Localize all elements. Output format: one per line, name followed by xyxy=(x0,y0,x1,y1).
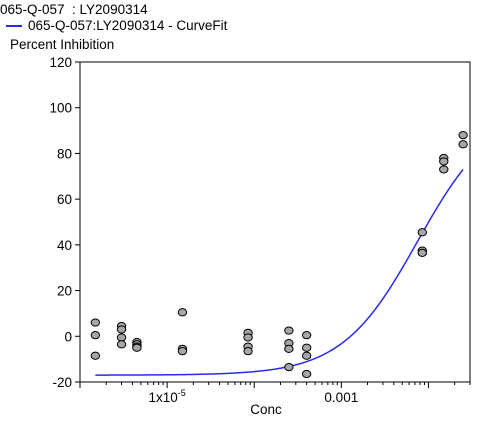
data-point xyxy=(243,347,253,356)
y-tick-label: 100 xyxy=(49,101,72,116)
data-point xyxy=(90,351,101,360)
data-point xyxy=(116,333,127,342)
x-axis-title: Conc xyxy=(250,402,282,417)
y-tick-label: 20 xyxy=(57,284,72,299)
y-axis: -20 0 20 40 60 80 100 120 xyxy=(49,55,80,390)
x-axis: 1x10-5 0.001 xyxy=(79,382,471,405)
chart-legend: 065-Q-057:LY2090314 - CurveFit xyxy=(6,18,227,34)
data-point xyxy=(284,363,294,372)
x-tick-label: 0.001 xyxy=(324,390,358,405)
data-point xyxy=(177,347,188,356)
data-point xyxy=(116,325,127,334)
legend-swatch xyxy=(6,25,22,27)
data-point xyxy=(417,248,427,257)
data-point xyxy=(301,351,312,360)
y-tick-label: -20 xyxy=(52,375,72,390)
data-point xyxy=(284,326,294,335)
x-tick-label: 1x10-5 xyxy=(148,388,185,405)
data-point xyxy=(417,228,427,237)
data-point xyxy=(301,369,312,379)
y-tick-label: 0 xyxy=(64,329,72,344)
y-tick-label: 80 xyxy=(57,146,72,161)
data-point xyxy=(90,318,101,327)
plot-frame xyxy=(79,61,471,383)
y-tick-label: 120 xyxy=(49,55,72,70)
data-point xyxy=(439,157,449,166)
fit-curve xyxy=(95,168,464,376)
y-tick-label: 60 xyxy=(57,192,72,207)
data-point xyxy=(90,331,101,340)
data-point xyxy=(301,343,312,352)
data-point xyxy=(439,165,449,174)
data-point xyxy=(301,331,312,340)
data-point xyxy=(116,340,127,349)
data-point xyxy=(458,140,468,149)
legend-label: 065-Q-057:LY2090314 - CurveFit xyxy=(28,18,228,33)
data-point xyxy=(458,131,468,140)
y-tick-label: 40 xyxy=(57,238,72,253)
y-axis-title: Percent Inhibition xyxy=(10,37,115,52)
data-points xyxy=(90,131,468,379)
data-point xyxy=(177,308,188,317)
data-point xyxy=(132,343,142,352)
chart-title: 065-Q-057 : LY2090314 xyxy=(0,2,148,17)
data-point xyxy=(284,344,294,353)
data-point xyxy=(243,333,253,342)
